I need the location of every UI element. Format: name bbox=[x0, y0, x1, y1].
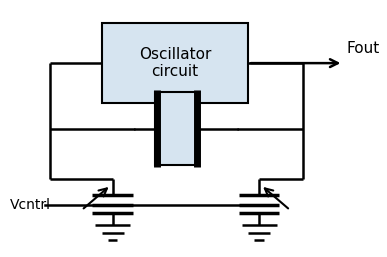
Text: Vcntrl: Vcntrl bbox=[10, 198, 51, 212]
Text: Fout: Fout bbox=[347, 41, 380, 56]
Bar bbox=[155, 92, 199, 165]
Bar bbox=[102, 23, 248, 103]
Text: Oscillator
circuit: Oscillator circuit bbox=[139, 47, 211, 79]
